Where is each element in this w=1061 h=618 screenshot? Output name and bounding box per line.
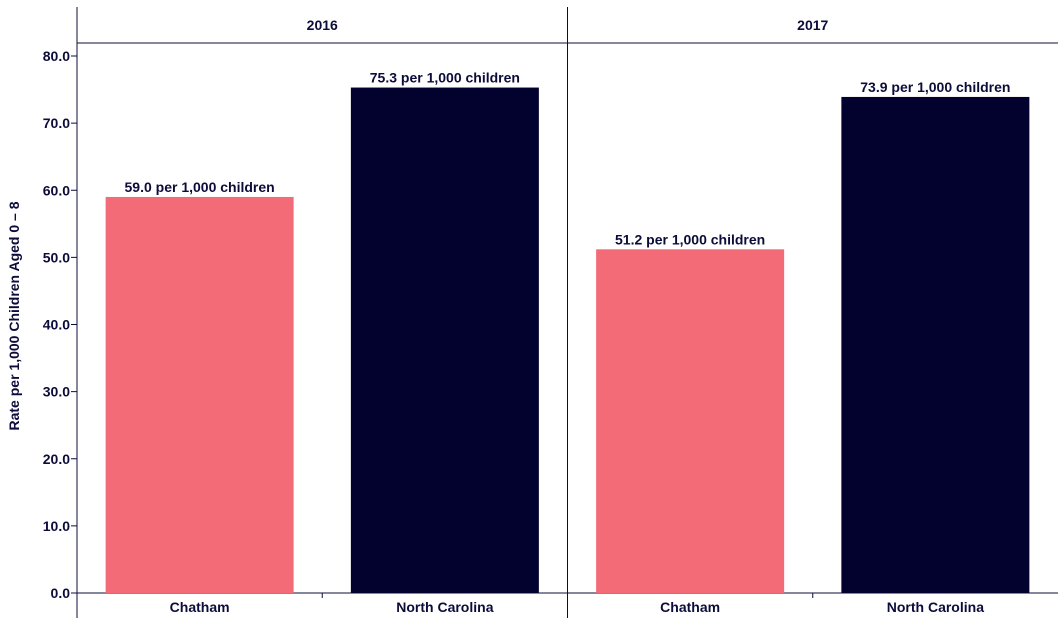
- data-label: 73.9 per 1,000 children: [860, 79, 1010, 95]
- y-tick-label: 60.0: [43, 182, 70, 198]
- panel-2016: 2016 59.0 per 1,000 children Chatham 75.3 p…: [105, 17, 539, 615]
- y-axis-label: Rate per 1,000 Children Aged 0 – 8: [6, 201, 22, 430]
- panel-title: 2016: [307, 17, 338, 33]
- y-tick-label: 20.0: [43, 451, 70, 467]
- bar: [350, 87, 539, 593]
- x-tick-label: Chatham: [170, 599, 230, 615]
- y-tick-label: 70.0: [43, 115, 70, 131]
- x-tick-label: North Carolina: [887, 599, 984, 615]
- x-tick-label: Chatham: [660, 599, 720, 615]
- chart-panels: 2016 59.0 per 1,000 children Chatham 75.3 p…: [105, 17, 1030, 615]
- panel-2017: 2017 51.2 per 1,000 children Chatham 73.9 p…: [596, 17, 1030, 615]
- y-tick-label: 50.0: [43, 249, 70, 265]
- y-tick-label: 0.0: [51, 585, 71, 601]
- bar: [105, 196, 294, 593]
- data-label: 75.3 per 1,000 children: [370, 70, 520, 86]
- x-tick-label: North Carolina: [396, 599, 493, 615]
- panel-title: 2017: [797, 17, 828, 33]
- y-tick-label: 40.0: [43, 317, 70, 333]
- data-label: 51.2 per 1,000 children: [615, 231, 765, 247]
- y-axis-ticks: 0.0 10.0 20.0 30.0 40.0 50.0 60.0 70.0 80.0: [43, 48, 77, 601]
- bar: [841, 96, 1030, 593]
- y-tick-label: 30.0: [43, 384, 70, 400]
- bar: [596, 249, 785, 593]
- data-label: 59.0 per 1,000 children: [125, 179, 275, 195]
- y-tick-label: 10.0: [43, 518, 70, 534]
- y-tick-label: 80.0: [43, 48, 70, 64]
